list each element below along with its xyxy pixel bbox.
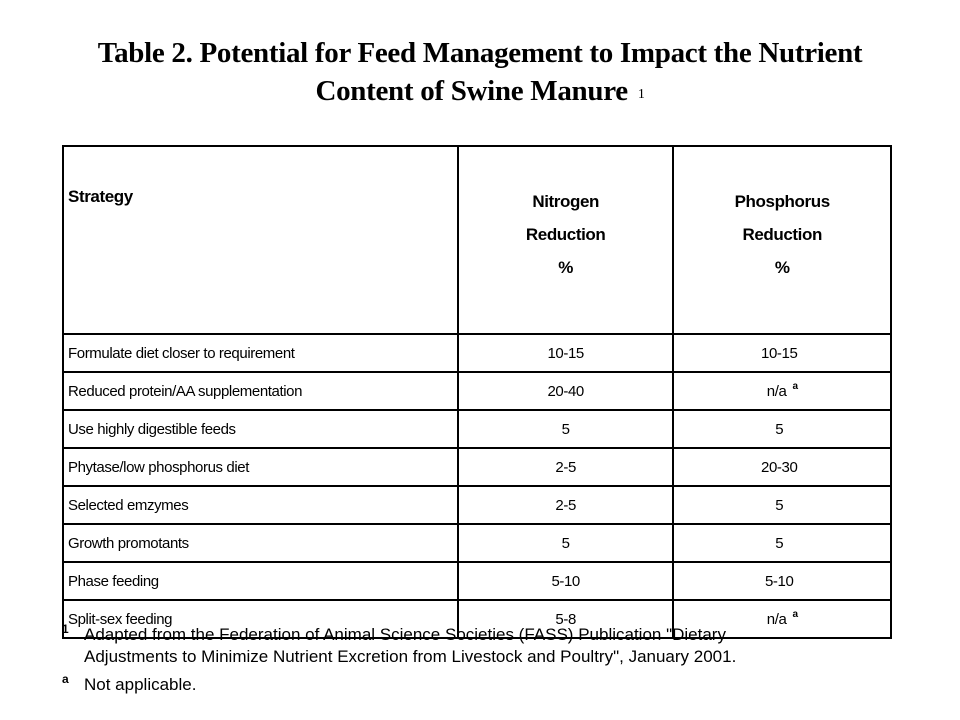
strategy-cell: Reduced protein/AA supplementation xyxy=(62,371,459,411)
phosphorus-value: n/a xyxy=(766,610,787,628)
footnote-text-line: Adjustments to Minimize Nutrient Excreti… xyxy=(84,647,737,666)
phosphorus-value: 20-30 xyxy=(761,458,798,476)
strategy-cell: Phytase/low phosphorus diet xyxy=(62,447,459,487)
phosphorus-footnote-mark: a xyxy=(792,608,798,620)
phosphorus-cell: 5-10 xyxy=(672,561,892,601)
title-line-1: Table 2. Potential for Feed Management t… xyxy=(97,37,863,69)
strategy-cell: Split-sex feeding xyxy=(62,599,459,639)
feed-management-table: Strategy Nitrogen Reduction % Phosphorus… xyxy=(62,145,892,639)
footnote-text-line: Not applicable. xyxy=(84,675,197,694)
footnote-mark: 1 xyxy=(62,622,69,636)
header-nitrogen-line-2: Reduction xyxy=(525,225,606,244)
header-phosphorus-line-1: Phosphorus xyxy=(734,192,831,211)
table-row: Phase feeding 5-10 5-10 xyxy=(62,561,892,601)
phosphorus-value: 10-15 xyxy=(761,344,798,362)
phosphorus-value: 5 xyxy=(775,534,784,552)
strategy-cell: Use highly digestible feeds xyxy=(62,409,459,449)
title-line-2: Content of Swine Manure 1 xyxy=(0,72,960,110)
header-phosphorus: Phosphorus Reduction % xyxy=(672,145,892,335)
nitrogen-cell: 2-5 xyxy=(456,485,675,525)
phosphorus-cell: n/a a xyxy=(672,599,892,639)
phosphorus-footnote-mark: a xyxy=(792,380,798,392)
nitrogen-cell: 5-8 xyxy=(456,599,675,639)
nitrogen-cell: 20-40 xyxy=(456,371,675,411)
footnote-1: 1 Adapted from the Federation of Animal … xyxy=(62,622,942,668)
phosphorus-value: n/a xyxy=(766,382,787,400)
table-row: Split-sex feeding 5-8 n/a a xyxy=(62,599,892,639)
table-row: Formulate diet closer to requirement 10-… xyxy=(62,333,892,373)
title-line-2-text: Content of Swine Manure xyxy=(315,75,628,107)
table-row: Use highly digestible feeds 5 5 xyxy=(62,409,892,449)
nitrogen-cell: 5-10 xyxy=(456,561,675,601)
phosphorus-cell: 10-15 xyxy=(672,333,892,373)
nitrogen-cell: 10-15 xyxy=(456,333,675,373)
footnote-text-line: Adapted from the Federation of Animal Sc… xyxy=(84,625,726,644)
footnote-mark: a xyxy=(62,672,69,686)
footnote-a: a Not applicable. xyxy=(62,672,942,696)
strategy-cell: Growth promotants xyxy=(62,523,459,563)
phosphorus-value: 5 xyxy=(775,420,784,438)
header-nitrogen-line-3: % xyxy=(558,258,574,277)
nitrogen-cell: 5 xyxy=(456,523,675,563)
header-nitrogen-line-1: Nitrogen xyxy=(532,192,599,211)
table-header-row: Strategy Nitrogen Reduction % Phosphorus… xyxy=(62,145,892,335)
header-phosphorus-line-3: % xyxy=(774,258,790,277)
phosphorus-cell: 5 xyxy=(672,523,892,563)
table-row: Growth promotants 5 5 xyxy=(62,523,892,563)
page-title: Table 2. Potential for Feed Management t… xyxy=(0,34,960,110)
header-nitrogen: Nitrogen Reduction % xyxy=(456,145,675,335)
strategy-cell: Phase feeding xyxy=(62,561,459,601)
strategy-cell: Selected emzymes xyxy=(62,485,459,525)
phosphorus-cell: 20-30 xyxy=(672,447,892,487)
phosphorus-cell: n/a a xyxy=(672,371,892,411)
phosphorus-cell: 5 xyxy=(672,409,892,449)
header-phosphorus-line-2: Reduction xyxy=(742,225,822,244)
header-strategy: Strategy xyxy=(62,145,459,335)
table-row: Phytase/low phosphorus diet 2-5 20-30 xyxy=(62,447,892,487)
phosphorus-value: 5-10 xyxy=(764,572,794,590)
strategy-cell: Formulate diet closer to requirement xyxy=(62,333,459,373)
footnotes: 1 Adapted from the Federation of Animal … xyxy=(62,622,942,696)
phosphorus-cell: 5 xyxy=(672,485,892,525)
nitrogen-cell: 5 xyxy=(456,409,675,449)
nitrogen-cell: 2-5 xyxy=(456,447,675,487)
table-row: Selected emzymes 2-5 5 xyxy=(62,485,892,525)
phosphorus-value: 5 xyxy=(775,496,784,514)
table-row: Reduced protein/AA supplementation 20-40… xyxy=(62,371,892,411)
title-footnote-mark: 1 xyxy=(637,87,645,102)
